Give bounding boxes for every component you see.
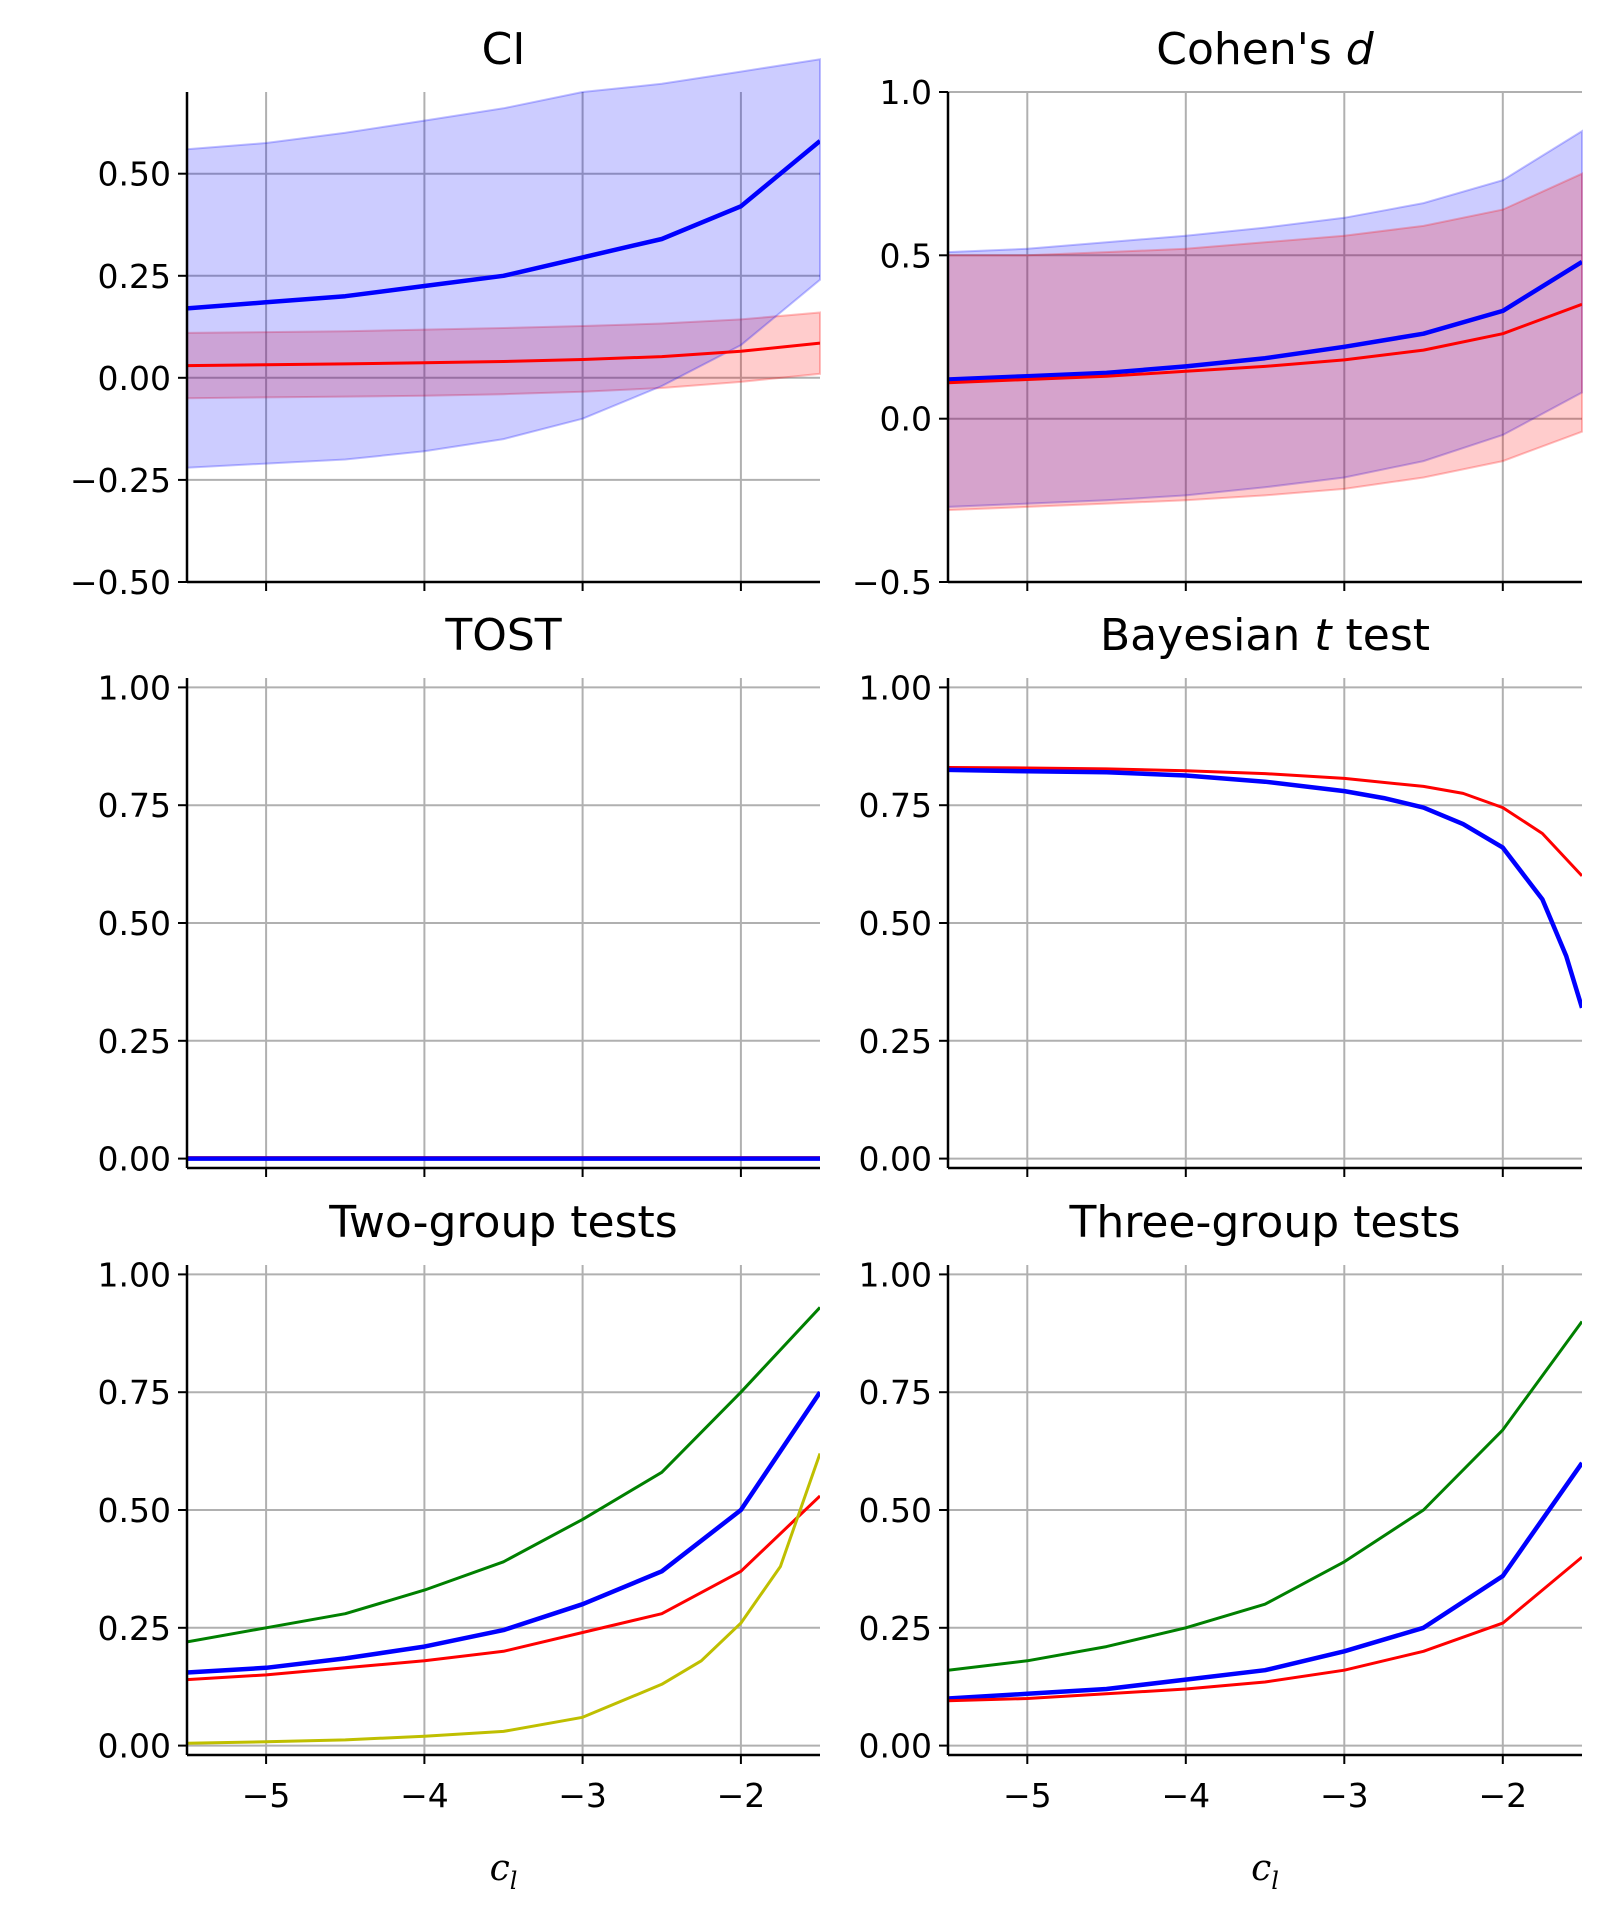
band-series-1 [947,172,1583,512]
chart-panel-5: 0.00 0.25 0.50 0.75 1.00 −5 −4 −3 −2 Three-group … [859,1197,1582,1895]
chart-panel-3: 0.00 0.25 0.50 0.75 1.00 Bayesian t test [859,610,1582,1179]
y-tick-label-3: 0.25 [98,257,171,296]
series-line-2 [948,1555,1582,1703]
x-tick-label-2: −3 [1320,1776,1369,1815]
band-series-1 [186,58,821,469]
x-axis-label: cl [490,1848,518,1895]
series-line-1 [948,302,1582,385]
series-line-0 [187,1306,820,1644]
chart-panel-2: 0.00 0.25 0.50 0.75 1.00 TOST [98,610,820,1179]
series-line-1 [948,767,1582,1009]
x-tick-label-0: −5 [242,1776,291,1815]
y-tick-label-4: 0.50 [98,155,171,194]
y-tick-label-3: 1.0 [880,73,932,112]
y-tick-label-1: −0.25 [70,461,171,500]
y-tick-label-0: 0.00 [98,1727,171,1766]
y-tick-label-3: 0.75 [859,786,932,825]
chart-title: CI [482,24,526,75]
chart-panel-0: −0.50 −0.25 0.00 0.25 0.50 CI [70,24,821,602]
chart-title: Bayesian t test [1100,610,1430,661]
y-tick-label-2: 0.50 [98,1491,171,1530]
series-line-0 [187,341,820,368]
y-tick-label-0: −0.5 [852,563,932,602]
y-tick-label-4: 1.00 [859,1255,932,1294]
y-tick-label-3: 0.75 [859,1373,932,1412]
y-tick-label-4: 1.00 [98,1255,171,1294]
series-line-1 [187,1390,820,1675]
y-tick-label-4: 1.00 [859,668,932,707]
y-tick-label-2: 0.00 [98,359,171,398]
y-tick-label-1: 0.25 [859,1609,932,1648]
y-tick-label-2: 0.5 [880,236,932,275]
y-tick-label-2: 0.50 [98,904,171,943]
x-tick-label-0: −5 [1003,1776,1052,1815]
x-tick-label-1: −4 [400,1776,449,1815]
y-tick-label-1: 0.25 [98,1609,171,1648]
chart-title: Three-group tests [1068,1197,1460,1248]
y-tick-label-0: 0.00 [98,1140,171,1179]
series-line-1 [948,1461,1582,1701]
y-tick-label-3: 0.75 [98,786,171,825]
series-line-0 [948,259,1582,382]
chart-title: Cohen's d [1156,24,1375,75]
series-line-0 [948,766,1582,877]
series-line-2 [187,1494,820,1682]
x-tick-label-3: −2 [717,1776,766,1815]
y-tick-label-1: 0.0 [880,400,932,439]
y-tick-label-1: 0.25 [859,1022,932,1061]
x-tick-label-2: −3 [558,1776,607,1815]
y-tick-label-1: 0.25 [98,1022,171,1061]
y-tick-label-3: 0.75 [98,1373,171,1412]
x-axis-label: cl [1251,1848,1279,1895]
x-tick-label-3: −2 [1478,1776,1527,1815]
series-line-3 [187,1453,820,1745]
y-tick-label-0: 0.00 [859,1727,932,1766]
chart-panel-1: −0.5 0.0 0.5 1.0 Cohen's d [852,24,1583,602]
series-line-1 [187,139,820,311]
chart-title: TOST [444,610,561,661]
chart-panel-4: 0.00 0.25 0.50 0.75 1.00 −5 −4 −3 −2 Two-group te… [98,1197,820,1895]
y-tick-label-0: 0.00 [859,1140,932,1179]
series-line-0 [948,1320,1582,1672]
chart-title: Two-group tests [328,1197,677,1248]
y-tick-label-2: 0.50 [859,904,932,943]
y-tick-label-4: 1.00 [98,668,171,707]
y-tick-label-0: −0.50 [70,563,171,602]
band-series-0 [186,311,821,400]
y-tick-label-2: 0.50 [859,1491,932,1530]
band-series-0 [947,129,1583,508]
x-tick-label-1: −4 [1161,1776,1210,1815]
